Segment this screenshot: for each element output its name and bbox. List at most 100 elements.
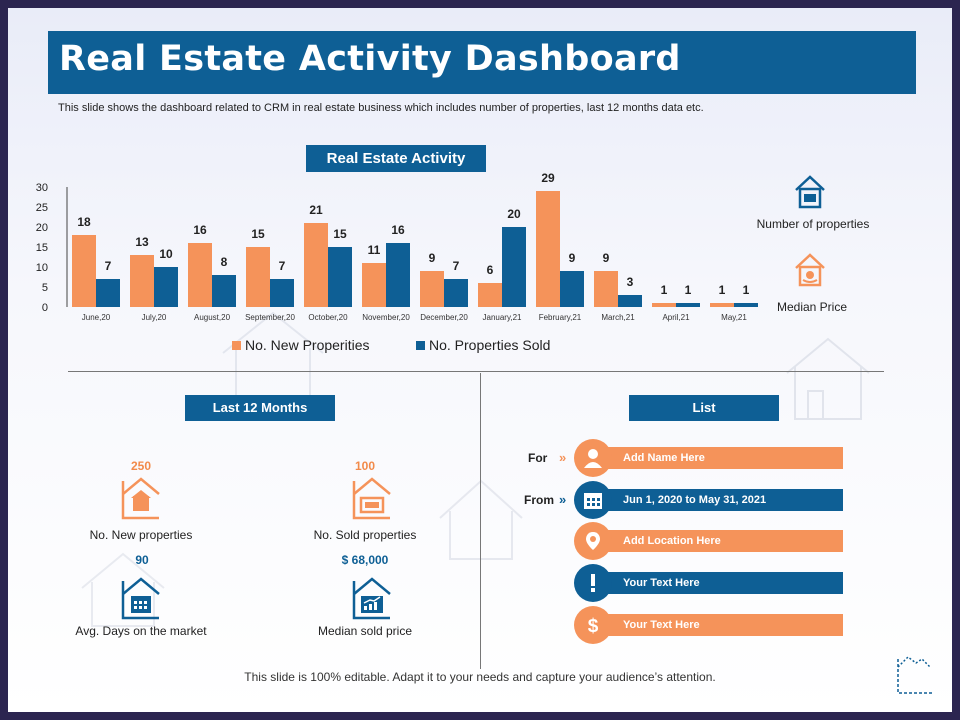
sale-sign-icon [352,477,391,520]
data-label: 7 [105,259,112,273]
median-price-label: Median Price [776,300,848,314]
y-tick-label: 5 [42,282,48,294]
bar-sold [734,303,758,307]
chart-house-icon [352,577,391,620]
bar-sold [96,279,120,307]
bar-new [188,243,212,307]
list-row-date: Jun 1, 2020 to May 31, 2021 [600,489,843,511]
list-row-circle: $ [574,606,612,644]
bar-sold [154,267,178,307]
data-label: 21 [309,203,323,217]
x-tick-label: January,21 [483,313,523,322]
list-row-text-1: Your Text Here [600,572,843,594]
background-house-icon [786,337,870,420]
last-12-months-title: Last 12 Months [185,395,335,421]
house-hand-icon [795,253,825,287]
list-row-circle [574,564,612,602]
bar-sold [502,227,526,307]
chevron-right-icon: » [559,492,566,507]
bar-new [362,263,386,307]
bar-new [246,247,270,307]
y-tick-label: 30 [36,182,48,194]
legend-swatch-orange [232,341,241,350]
person-icon [584,449,602,468]
x-tick-label: November,20 [362,313,410,322]
list-row-location: Add Location Here [600,530,843,552]
sold-properties-value: 100 [354,459,376,473]
data-label: 29 [541,171,555,185]
footer-note: This slide is 100% editable. Adapt it to… [244,670,716,684]
list-title: List [629,395,779,421]
x-tick-label: September,20 [245,313,295,322]
chevron-right-icon: » [559,450,566,465]
dollar-icon: $ [588,616,599,635]
title-bar: Real Estate Activity Dashboard [48,31,916,94]
data-label: 11 [368,243,381,257]
bar-sold [560,271,584,307]
x-tick-label: May,21 [721,313,747,322]
bar-new [130,255,154,307]
data-label: 7 [279,259,286,273]
vertical-divider [480,373,481,669]
median-sold-price-label: Median sold price [317,624,413,638]
house-sale-icon [795,175,825,209]
data-label: 16 [391,223,405,237]
data-label: 1 [685,283,692,297]
data-label: 13 [135,235,149,249]
data-label: 10 [159,247,173,261]
y-tick-label: 0 [42,302,48,314]
svg-text:$: $ [588,616,599,635]
data-label: 18 [77,215,91,229]
y-tick-label: 15 [36,242,48,254]
x-tick-label: December,20 [420,313,468,322]
bar-new [710,303,734,307]
data-label: 1 [743,283,750,297]
from-label: From [524,493,554,507]
legend-swatch-blue [416,341,425,350]
avg-days-value: 90 [135,553,149,567]
bar-sold [328,247,352,307]
bar-sold [270,279,294,307]
bar-new [304,223,328,307]
bar-new [420,271,444,307]
bar-sold [676,303,700,307]
bar-new [536,191,560,307]
bar-sold [618,295,642,307]
y-tick-label: 10 [36,262,48,274]
list-row-name: Add Name Here [600,447,843,469]
bar-new [478,283,502,307]
list-row-circle [574,522,612,560]
data-label: 15 [251,227,265,241]
number-of-properties-label: Number of properties [756,217,870,231]
bar-sold [212,275,236,307]
data-label: 1 [719,283,726,297]
calendar-house-icon [121,577,160,620]
exclamation-icon [591,574,595,592]
sold-properties-label: No. Sold properties [313,528,417,542]
new-properties-label: No. New properties [89,528,193,542]
calendar-icon [584,493,602,509]
bar-new [652,303,676,307]
data-label: 7 [453,259,460,273]
legend-label: No. Properties Sold [429,337,551,353]
legend-label: No. New Properities [245,337,370,353]
background-house-icon [81,552,165,627]
data-label: 1 [661,283,668,297]
bar-sold [444,279,468,307]
x-tick-label: August,20 [194,313,231,322]
data-label: 6 [487,263,494,277]
background-house-icon [439,479,523,560]
x-tick-label: April,21 [662,313,690,322]
list-row-text-2: Your Text Here [600,614,843,636]
house-icon [121,477,160,520]
horizontal-divider [68,371,884,372]
legend-properties-sold: No. Properties Sold [416,337,550,353]
x-tick-label: October,20 [308,313,348,322]
median-sold-price-value: $ 68,000 [341,553,389,567]
x-tick-label: February,21 [539,313,582,322]
for-label: For [528,451,548,465]
data-label: 15 [333,227,347,241]
x-tick-label: July,20 [142,313,167,322]
list-row-circle [574,481,612,519]
location-pin-icon [586,532,600,550]
